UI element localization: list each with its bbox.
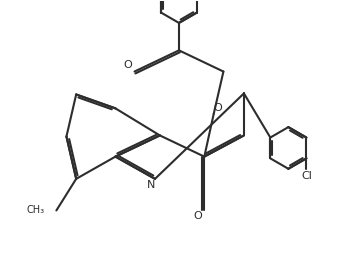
Text: Cl: Cl <box>301 171 312 180</box>
Text: O: O <box>213 103 222 113</box>
Text: CH₃: CH₃ <box>26 205 44 215</box>
Text: O: O <box>193 211 202 221</box>
Text: O: O <box>123 60 132 70</box>
Text: N: N <box>147 180 156 190</box>
